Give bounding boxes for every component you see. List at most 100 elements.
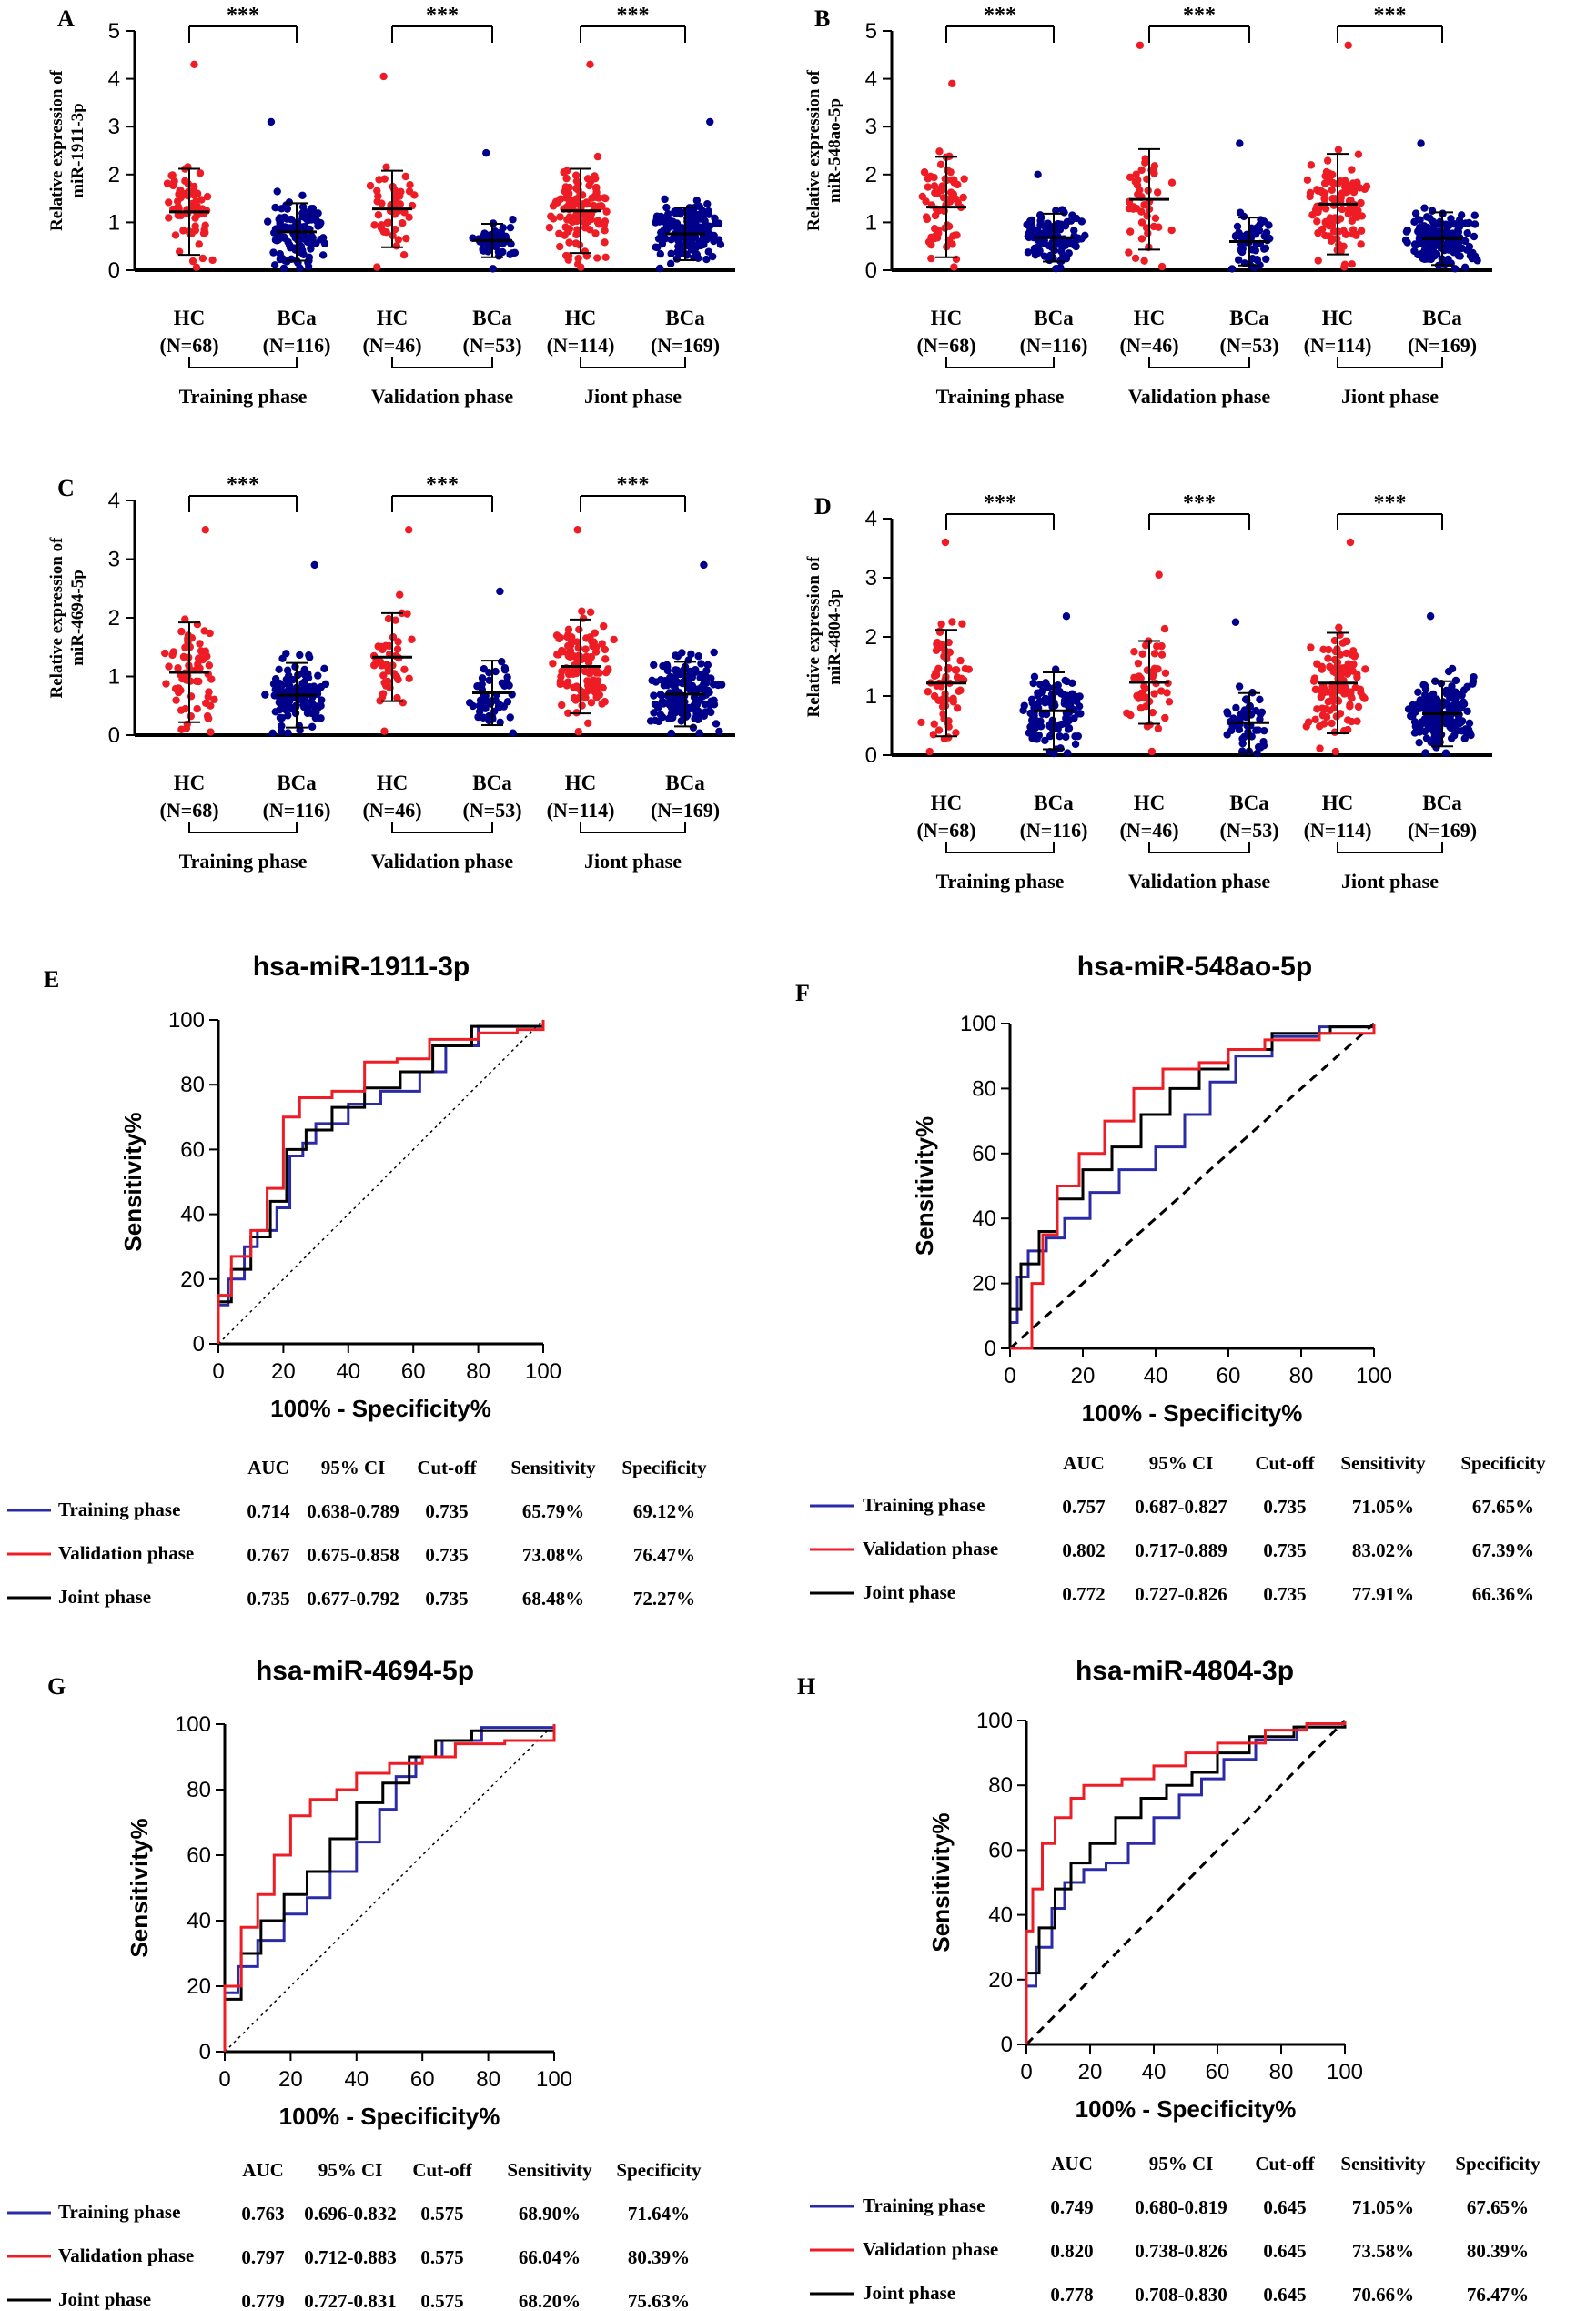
dot-column	[261, 560, 330, 738]
data-point	[480, 696, 490, 705]
data-point	[1470, 672, 1478, 681]
data-point	[567, 651, 575, 659]
table-cell: 0.779	[241, 2290, 284, 2311]
table-header: AUC	[1051, 2153, 1093, 2175]
group-label: HC	[377, 772, 409, 794]
y-tick-label: 40	[972, 1206, 996, 1231]
data-point	[1421, 749, 1429, 757]
data-point	[554, 651, 562, 659]
data-point	[308, 204, 318, 213]
data-point	[1337, 242, 1346, 251]
data-point	[263, 217, 272, 226]
data-point	[391, 198, 399, 207]
data-point	[206, 629, 214, 638]
data-point	[203, 192, 212, 201]
table-cell: 80.39%	[1467, 2240, 1529, 2262]
data-point	[930, 720, 938, 728]
data-point	[1362, 182, 1371, 191]
group-n-label: (N=53)	[1219, 819, 1278, 842]
significance-stars: ***	[1183, 491, 1216, 515]
data-point	[710, 231, 718, 240]
data-point	[592, 693, 601, 701]
data-point	[930, 671, 939, 681]
table-cell: 0.645	[1263, 2240, 1306, 2262]
data-point	[1441, 229, 1450, 238]
data-point	[393, 693, 401, 702]
data-point	[304, 257, 313, 266]
data-point	[713, 681, 722, 690]
data-point	[380, 727, 389, 735]
data-point	[392, 672, 401, 681]
data-point	[694, 712, 702, 722]
y-axis-label: Sensitivity%	[119, 1112, 146, 1251]
data-point	[1338, 189, 1347, 197]
data-point	[1354, 702, 1363, 711]
group-label: BCa	[1422, 792, 1462, 814]
phase-label: Training phase	[936, 870, 1065, 893]
data-point	[1323, 174, 1332, 183]
y-tick-label: 20	[988, 1968, 1013, 1993]
data-point	[558, 701, 566, 710]
data-point	[1428, 207, 1437, 215]
data-point	[1029, 679, 1037, 688]
data-point	[948, 192, 956, 200]
y-tick-label: 2	[108, 163, 120, 187]
group-label: HC	[1134, 792, 1166, 814]
data-point	[1167, 226, 1176, 235]
y-tick-label: 60	[187, 1843, 211, 1868]
group-n-label: (N=68)	[916, 334, 975, 357]
data-point	[1077, 235, 1086, 243]
data-point	[1234, 256, 1243, 264]
data-point	[196, 640, 204, 648]
table-cell: 0.772	[1062, 1583, 1105, 1605]
data-point	[1460, 686, 1469, 694]
data-point	[1344, 41, 1352, 49]
group-n-label: (N=169)	[1408, 334, 1477, 357]
y-tick-label: 0	[865, 258, 877, 283]
data-point	[1441, 749, 1450, 757]
table-cell: 0.820	[1050, 2240, 1093, 2262]
data-point	[1470, 220, 1480, 228]
data-point	[269, 248, 278, 257]
data-point	[174, 664, 182, 672]
data-point	[575, 625, 583, 634]
data-point	[162, 680, 170, 688]
group-label: HC	[565, 772, 597, 794]
data-point	[410, 191, 419, 199]
data-point	[960, 175, 968, 183]
data-point	[601, 645, 610, 654]
dot-column	[652, 117, 725, 273]
data-point	[591, 683, 600, 692]
data-point	[1144, 229, 1152, 237]
data-point	[1432, 250, 1441, 258]
data-point	[308, 234, 317, 242]
data-point	[399, 699, 407, 707]
data-point	[930, 182, 939, 190]
data-point	[562, 174, 571, 183]
data-point	[1141, 155, 1149, 163]
y-tick-label: 40	[988, 1903, 1013, 1928]
y-tick-label: 60	[972, 1142, 996, 1166]
data-point	[379, 72, 388, 81]
data-point	[594, 217, 602, 225]
dot-column	[465, 587, 517, 737]
data-point	[378, 199, 386, 207]
data-point	[1316, 744, 1324, 752]
data-point	[270, 261, 279, 269]
data-point	[703, 199, 712, 208]
data-point	[935, 147, 944, 156]
data-point	[555, 229, 563, 238]
data-point	[953, 231, 961, 239]
table-cell: 71.64%	[628, 2203, 690, 2225]
data-point	[1357, 240, 1365, 248]
data-point	[1424, 224, 1432, 232]
legend-label: Joint phase	[58, 2288, 151, 2310]
phase-label: Jiont phase	[584, 385, 682, 408]
data-point	[496, 718, 504, 726]
data-point	[1133, 181, 1142, 189]
y-tick-label: 2	[865, 163, 877, 187]
data-point	[1328, 195, 1337, 203]
data-point	[1343, 183, 1352, 191]
data-point	[1435, 722, 1443, 730]
